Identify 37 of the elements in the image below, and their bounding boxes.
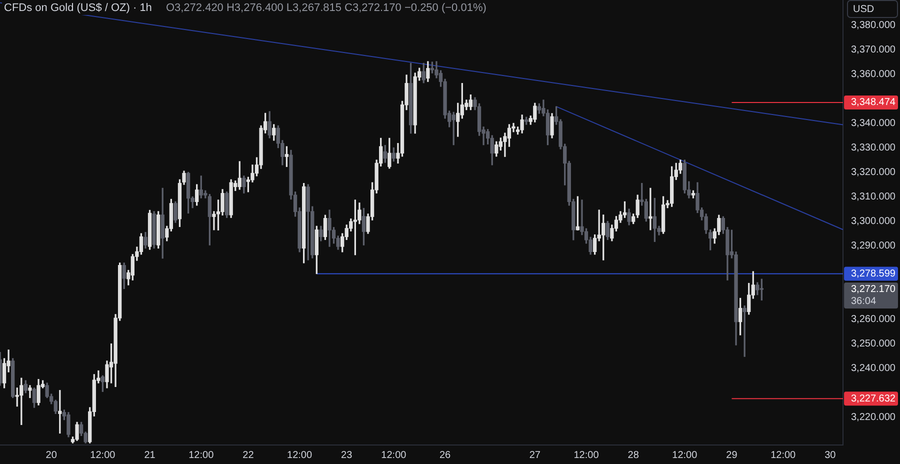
x-tick-label: 26	[439, 450, 452, 461]
y-tick-label: 3,260.000	[851, 314, 896, 326]
x-tick-label: 21	[144, 450, 156, 461]
y-axis-title: USD	[853, 4, 874, 15]
y-tick-label: 3,370.000	[851, 44, 896, 56]
y-tick-label: 3,300.000	[851, 216, 896, 228]
y-tick-label: 3,340.000	[851, 118, 896, 130]
x-tick-label: 12:00	[188, 450, 214, 461]
x-tick-label: 23	[341, 450, 353, 461]
x-tick-label: 12:00	[287, 450, 312, 461]
y-tick-label: 3,250.000	[851, 338, 896, 350]
x-tick-label: 27	[529, 450, 541, 461]
x-tick-label: 20	[46, 450, 58, 461]
chart-title: CFDs on Gold (US$ / OZ) · 1h	[2, 1, 154, 15]
x-tick-label: 29	[726, 450, 738, 461]
y-tick-label: 3,360.000	[851, 69, 896, 80]
y-tick-label: 3,380.000	[851, 20, 896, 31]
y-tick-label: 3,290.000	[851, 240, 896, 252]
x-tick-label: 12:00	[574, 450, 600, 461]
data-label: 3,278.599	[851, 268, 896, 280]
chart-subtitle: O3,272.420 H3,276.400 L3,267.815 C3,272.170 −0.250 (−0.01%)	[164, 1, 488, 15]
x-tick-label: 28	[628, 450, 640, 461]
text: 3,272.170	[851, 284, 896, 296]
y-tick-label: 3,240.000	[851, 363, 896, 374]
x-tick-label: 12:00	[381, 450, 407, 461]
y-tick-label: 3,320.000	[851, 167, 896, 178]
data-label: 3,348.474	[851, 97, 896, 108]
y-tick-label: 3,310.000	[851, 192, 896, 203]
x-tick-label: 30	[824, 450, 836, 461]
x-tick-label: 12:00	[90, 450, 116, 461]
text: 36:04	[851, 296, 876, 308]
y-tick-label: 3,220.000	[851, 412, 896, 424]
x-tick-label: 12:00	[770, 450, 796, 461]
x-tick-label: 22	[242, 450, 254, 461]
data-label: 3,227.632	[851, 393, 896, 404]
y-tick-label: 3,330.000	[851, 142, 896, 154]
x-tick-label: 12:00	[672, 450, 698, 461]
